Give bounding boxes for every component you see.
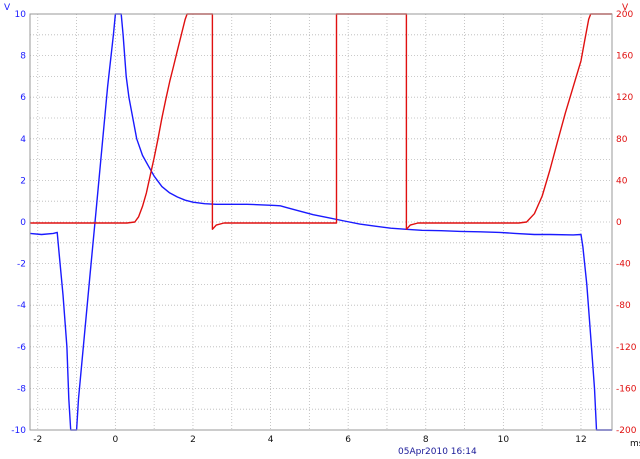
x-tick-label: -2 (33, 435, 42, 445)
right-tick-label: -40 (616, 260, 631, 270)
left-axis-unit: V (4, 3, 11, 13)
left-tick-label: -6 (17, 343, 26, 353)
x-tick-label: 10 (498, 435, 510, 445)
right-tick-label: 0 (616, 218, 622, 228)
x-tick-label: 4 (268, 435, 274, 445)
right-tick-label: -200 (616, 426, 637, 436)
left-tick-label: 6 (20, 93, 26, 103)
right-tick-label: -80 (616, 301, 631, 311)
plot-frame (29, 13, 613, 431)
series-layer (29, 13, 612, 431)
right-tick-label: -120 (616, 343, 637, 353)
right-tick-label: -160 (616, 384, 637, 394)
x-tick-label: 12 (575, 435, 586, 445)
x-tick-label: 8 (423, 435, 429, 445)
left-tick-label: 8 (20, 52, 26, 62)
left-tick-label: -10 (11, 426, 26, 436)
right-tick-label: 160 (616, 52, 633, 62)
left-tick-label: 0 (20, 218, 26, 228)
right-tick-label: 200 (616, 10, 633, 20)
left-tick-label: 10 (15, 10, 27, 20)
x-tick-label: 0 (112, 435, 118, 445)
left-tick-label: -8 (17, 384, 26, 394)
plot-border (29, 13, 613, 431)
blue-trace (29, 13, 612, 431)
right-axis-unit: V (622, 3, 629, 13)
left-tick-label: 2 (20, 176, 26, 186)
left-tick-label: -4 (17, 301, 26, 311)
red-trace (30, 13, 612, 230)
x-tick-label: 2 (190, 435, 196, 445)
right-tick-label: 120 (616, 93, 633, 103)
axis-labels: 1086420-2-4-6-8-1020016012080400-40-80-1… (11, 10, 636, 445)
right-tick-label: 40 (616, 176, 628, 186)
left-tick-label: 4 (20, 135, 26, 145)
right-tick-label: 80 (616, 135, 628, 145)
timestamp: 05Apr2010 16:14 (398, 447, 477, 457)
left-tick-label: -2 (17, 260, 26, 270)
x-axis-unit: ms (630, 439, 640, 449)
x-tick-label: 6 (345, 435, 351, 445)
